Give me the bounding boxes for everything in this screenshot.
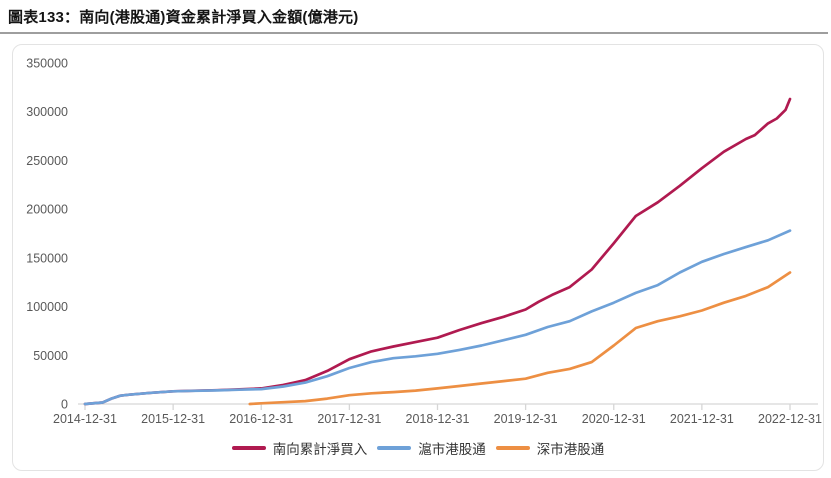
legend-swatch-1 bbox=[377, 446, 412, 450]
legend-swatch-0 bbox=[231, 446, 266, 450]
legend-swatch-2 bbox=[495, 446, 530, 450]
legend-label-1: 滬市港股通 bbox=[418, 442, 486, 457]
chart-legend: 南向累計淨買入 滬市港股通 深市港股通 bbox=[13, 438, 823, 458]
x-tick-label: 2019-12-31 bbox=[494, 412, 558, 426]
series-line-2 bbox=[248, 271, 792, 406]
legend-label-2: 深市港股通 bbox=[536, 442, 605, 457]
chart-svg: 2014-12-31 2015-12-31 2016-12-31 2017-12-31… bbox=[26, 57, 822, 427]
y-tick-label: 0 bbox=[61, 398, 68, 412]
legend-item-2: 深市港股通 bbox=[495, 438, 605, 458]
y-tick-label: 150000 bbox=[26, 251, 68, 265]
chart-panel: 2014-12-31 2015-12-31 2016-12-31 2017-12-31… bbox=[12, 44, 824, 471]
legend-item-1: 滬市港股通 bbox=[377, 438, 486, 458]
y-tick-label: 100000 bbox=[26, 300, 68, 314]
legend-label-0: 南向累計淨買入 bbox=[272, 442, 368, 457]
legend-item-0: 南向累計淨買入 bbox=[231, 438, 368, 458]
y-tick-label: 50000 bbox=[33, 349, 68, 363]
x-tick-label: 2014-12-31 bbox=[53, 412, 117, 426]
series-line-1 bbox=[83, 229, 792, 406]
y-tick-label: 300000 bbox=[26, 105, 68, 119]
chart-title: 圖表133：南向(港股通)資金累計淨買入金額(億港元) bbox=[8, 9, 359, 26]
x-tick-label: 2016-12-31 bbox=[229, 412, 293, 426]
x-tick-label: 2020-12-31 bbox=[582, 412, 646, 426]
x-tick-label: 2022-12-31 bbox=[758, 412, 822, 426]
x-tick-label: 2018-12-31 bbox=[406, 412, 470, 426]
y-tick-label: 200000 bbox=[26, 203, 68, 217]
title-separator bbox=[0, 32, 828, 34]
x-tick-label: 2015-12-31 bbox=[141, 412, 205, 426]
y-tick-label: 350000 bbox=[26, 57, 68, 71]
y-tick-label: 250000 bbox=[26, 154, 68, 168]
x-tick-label: 2021-12-31 bbox=[670, 412, 734, 426]
x-tick-label: 2017-12-31 bbox=[317, 412, 381, 426]
series-line-0 bbox=[83, 97, 792, 406]
